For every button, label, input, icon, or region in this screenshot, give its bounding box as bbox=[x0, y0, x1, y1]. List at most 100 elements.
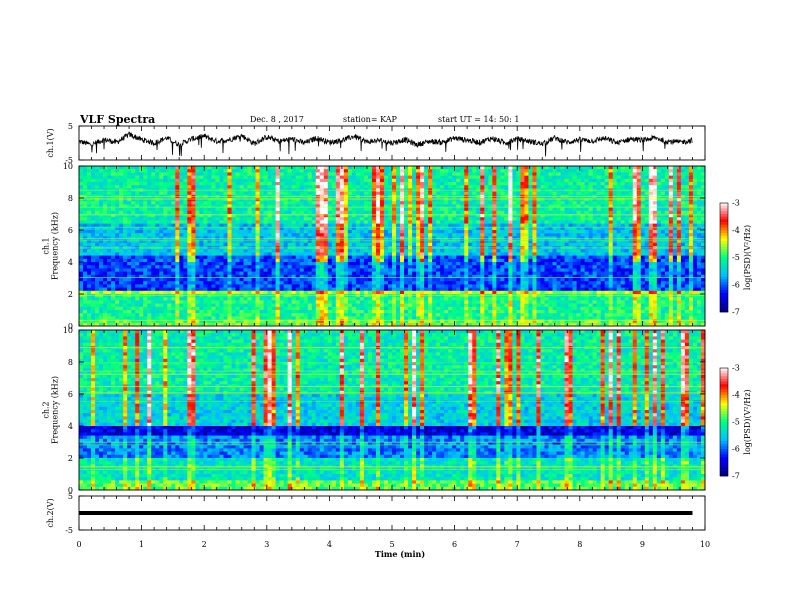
spectrogram-cell bbox=[669, 192, 673, 196]
spectrogram-cell bbox=[565, 208, 569, 212]
spectrogram-cell bbox=[296, 259, 300, 263]
spectrogram-cell bbox=[476, 240, 480, 244]
spectrogram-cell bbox=[87, 230, 91, 234]
spectrogram-cell bbox=[645, 252, 649, 256]
spectrogram-cell bbox=[444, 214, 448, 218]
spectrogram-cell bbox=[356, 198, 360, 202]
spectrogram-cell bbox=[380, 236, 384, 240]
spectrogram-cell bbox=[388, 262, 392, 266]
spectrogram-cell bbox=[416, 214, 420, 218]
spectrogram-cell bbox=[520, 192, 524, 196]
spectrogram-cell bbox=[597, 262, 601, 266]
spectrogram-cell bbox=[609, 201, 613, 205]
spectrogram-cell bbox=[219, 211, 223, 215]
spectrogram-cell bbox=[476, 208, 480, 212]
spectrogram-cell bbox=[324, 262, 328, 266]
spectrogram-cell bbox=[392, 249, 396, 253]
spectrogram-cell bbox=[127, 259, 131, 263]
spectrogram-cell bbox=[312, 192, 316, 196]
spectrogram-cell bbox=[260, 172, 264, 176]
spectrogram-cell bbox=[629, 224, 633, 228]
spectrogram-cell bbox=[456, 198, 460, 202]
spectrogram-cell bbox=[488, 214, 492, 218]
spectrogram-cell bbox=[460, 214, 464, 218]
spectrogram-cell bbox=[617, 217, 621, 221]
spectrogram-cell bbox=[565, 236, 569, 240]
spectrogram-cell bbox=[637, 252, 641, 256]
spectrogram-cell bbox=[111, 166, 115, 170]
spectrogram-cell bbox=[95, 172, 99, 176]
spectrogram-cell bbox=[99, 249, 103, 253]
spectrogram-cell bbox=[300, 240, 304, 244]
spectrogram-cell bbox=[143, 233, 147, 237]
spectrogram-cell bbox=[376, 262, 380, 266]
spectrogram-cell bbox=[175, 185, 179, 189]
spectrogram-cell bbox=[569, 220, 573, 224]
spectrogram-cell bbox=[536, 176, 540, 180]
spectrogram-cell bbox=[231, 230, 235, 234]
spectrogram-cell bbox=[681, 259, 685, 263]
spectrogram-cell bbox=[288, 249, 292, 253]
spectrogram-cell bbox=[183, 233, 187, 237]
spectrogram-cell bbox=[573, 214, 577, 218]
spectrogram-cell bbox=[215, 265, 219, 269]
spectrogram-cell bbox=[131, 249, 135, 253]
spectrogram-cell bbox=[464, 208, 468, 212]
spectrogram-cell bbox=[244, 224, 248, 228]
spectrogram-cell bbox=[633, 172, 637, 176]
spectrogram-cell bbox=[179, 265, 183, 269]
spectrogram-cell bbox=[549, 259, 553, 263]
spectrogram-cell bbox=[155, 176, 159, 180]
spectrogram-cell bbox=[376, 198, 380, 202]
spectrogram-cell bbox=[416, 169, 420, 173]
spectrogram-cell bbox=[223, 166, 227, 170]
spectrogram-cell bbox=[175, 233, 179, 237]
spectrogram-cell bbox=[332, 198, 336, 202]
spectrogram-cell bbox=[420, 243, 424, 247]
spectrogram-cell bbox=[115, 236, 119, 240]
spectrogram-cell bbox=[163, 240, 167, 244]
spectrogram-cell bbox=[657, 262, 661, 266]
spectrogram-cell bbox=[512, 243, 516, 247]
spectrogram-cell bbox=[147, 166, 151, 170]
spectrogram-cell bbox=[131, 208, 135, 212]
spectrogram-cell bbox=[151, 208, 155, 212]
spectrogram-cell bbox=[689, 198, 693, 202]
spectrogram-cell bbox=[236, 201, 240, 205]
spectrogram-cell bbox=[143, 198, 147, 202]
spectrogram-cell bbox=[549, 240, 553, 244]
spectrogram-cell bbox=[504, 217, 508, 221]
spectrogram-cell bbox=[416, 172, 420, 176]
spectrogram-cell bbox=[119, 265, 123, 269]
spectrogram-cell bbox=[685, 201, 689, 205]
spectrogram-cell bbox=[364, 249, 368, 253]
spectrogram-cell bbox=[276, 198, 280, 202]
spectrogram-cell bbox=[171, 259, 175, 263]
spectrogram-cell bbox=[292, 179, 296, 183]
spectrogram-cell bbox=[155, 236, 159, 240]
spectrogram-cell bbox=[348, 217, 352, 221]
spectrogram-cell bbox=[420, 214, 424, 218]
spectrogram-cell bbox=[87, 208, 91, 212]
spectrogram-cell bbox=[199, 233, 203, 237]
spectrogram-cell bbox=[356, 214, 360, 218]
spectrogram-cell bbox=[272, 185, 276, 189]
spectrogram-cell bbox=[328, 198, 332, 202]
spectrogram-cell bbox=[360, 259, 364, 263]
spectrogram-cell bbox=[352, 240, 356, 244]
spectrogram-cell bbox=[565, 182, 569, 186]
spectrogram-cell bbox=[119, 249, 123, 253]
spectrogram-cell bbox=[207, 262, 211, 266]
spectrogram-cell bbox=[561, 259, 565, 263]
spectrogram-cell bbox=[553, 214, 557, 218]
spectrogram-cell bbox=[577, 259, 581, 263]
spectrogram-cell bbox=[187, 262, 191, 266]
spectrogram-cell bbox=[336, 252, 340, 256]
spectrogram-cell bbox=[276, 220, 280, 224]
spectrogram-cell bbox=[320, 169, 324, 173]
spectrogram-cell bbox=[203, 259, 207, 263]
spectrogram-cell bbox=[248, 201, 252, 205]
spectrogram-cell bbox=[312, 252, 316, 256]
spectrogram-cell bbox=[199, 211, 203, 215]
spectrogram-cell bbox=[480, 182, 484, 186]
